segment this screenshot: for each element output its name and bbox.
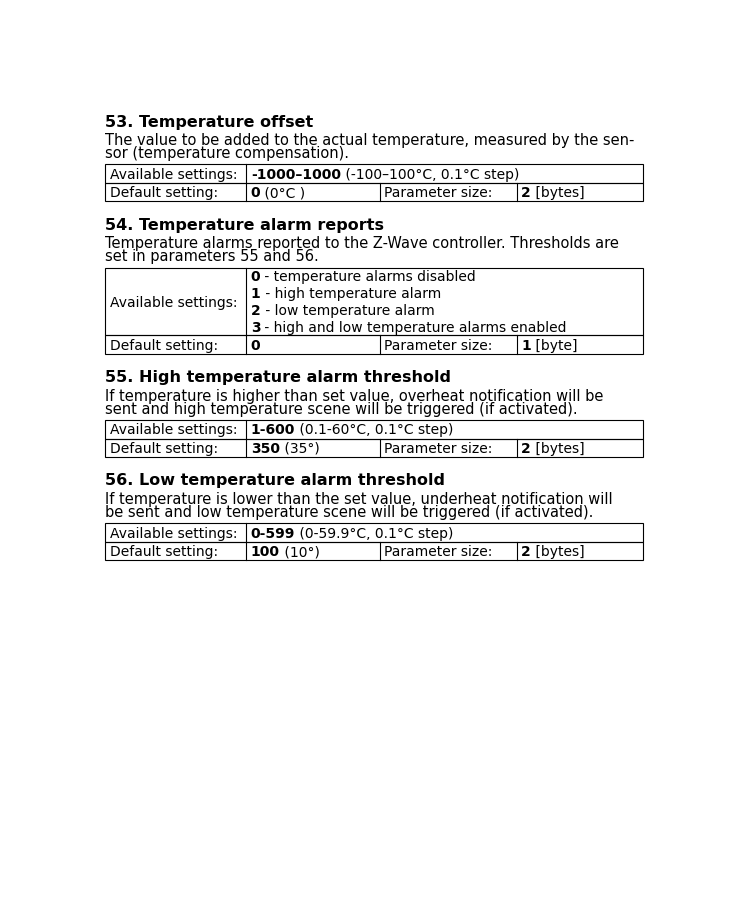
Bar	[105, 183, 643, 202]
Text: [bytes]: [bytes]	[531, 545, 585, 558]
Text: be sent and low temperature scene will be triggered (if activated).: be sent and low temperature scene will b…	[105, 505, 593, 519]
Text: set in parameters 55 and 56.: set in parameters 55 and 56.	[105, 249, 319, 264]
Text: Default setting:: Default setting:	[110, 545, 218, 558]
Bar	[105, 542, 643, 561]
Text: [bytes]: [bytes]	[531, 442, 585, 455]
Text: 56. Low temperature alarm threshold: 56. Low temperature alarm threshold	[105, 473, 445, 488]
Text: Default setting:: Default setting:	[110, 186, 218, 200]
Bar	[105, 524, 643, 542]
Text: 2: 2	[521, 186, 531, 200]
Text: 54. Temperature alarm reports: 54. Temperature alarm reports	[105, 218, 384, 233]
Text: 350: 350	[251, 442, 280, 455]
Text: (35°): (35°)	[280, 442, 320, 455]
Text: - low temperature alarm: - low temperature alarm	[261, 303, 434, 318]
Text: (0-59.9°C, 0.1°C step): (0-59.9°C, 0.1°C step)	[295, 526, 453, 540]
Text: 2: 2	[521, 442, 531, 455]
Text: - temperature alarms disabled: - temperature alarms disabled	[261, 270, 476, 284]
Text: 1-600: 1-600	[251, 423, 295, 437]
Text: If temperature is higher than set value, overheat notification will be: If temperature is higher than set value,…	[105, 388, 604, 404]
Text: Available settings:: Available settings:	[110, 423, 237, 437]
Text: -1000–1000: -1000–1000	[251, 168, 341, 182]
Text: 0: 0	[251, 270, 261, 284]
Text: Available settings:: Available settings:	[110, 168, 237, 182]
Text: Temperature alarms reported to the Z-Wave controller. Thresholds are: Temperature alarms reported to the Z-Wav…	[105, 236, 619, 251]
Bar	[105, 268, 643, 336]
Text: (-100–100°C, 0.1°C step): (-100–100°C, 0.1°C step)	[341, 168, 519, 182]
Text: Default setting:: Default setting:	[110, 339, 218, 352]
Text: [bytes]: [bytes]	[531, 186, 585, 200]
Text: 53. Temperature offset: 53. Temperature offset	[105, 115, 313, 129]
Text: 0-599: 0-599	[251, 526, 295, 540]
Text: - high and low temperature alarms enabled: - high and low temperature alarms enable…	[261, 321, 567, 334]
Bar	[105, 421, 643, 439]
Text: If temperature is lower than the set value, underheat notification will: If temperature is lower than the set val…	[105, 491, 612, 507]
Text: Parameter size:: Parameter size:	[384, 339, 493, 352]
Bar	[105, 165, 643, 183]
Text: Parameter size:: Parameter size:	[384, 186, 493, 200]
Text: 2: 2	[521, 545, 531, 558]
Text: 55. High temperature alarm threshold: 55. High temperature alarm threshold	[105, 370, 451, 385]
Text: (0.1-60°C, 0.1°C step): (0.1-60°C, 0.1°C step)	[295, 423, 453, 437]
Text: 100: 100	[251, 545, 280, 558]
Text: - high temperature alarm: - high temperature alarm	[261, 287, 441, 301]
Text: 1: 1	[521, 339, 531, 352]
Text: 3: 3	[251, 321, 261, 334]
Bar	[105, 336, 643, 355]
Text: The value to be added to the actual temperature, measured by the sen-: The value to be added to the actual temp…	[105, 133, 634, 148]
Bar	[105, 439, 643, 458]
Text: 1: 1	[251, 287, 261, 301]
Text: sent and high temperature scene will be triggered (if activated).: sent and high temperature scene will be …	[105, 402, 578, 416]
Text: sor (temperature compensation).: sor (temperature compensation).	[105, 146, 349, 161]
Text: Available settings:: Available settings:	[110, 526, 237, 540]
Text: Parameter size:: Parameter size:	[384, 545, 493, 558]
Text: Available settings:: Available settings:	[110, 295, 237, 309]
Text: 0: 0	[251, 186, 261, 200]
Text: Parameter size:: Parameter size:	[384, 442, 493, 455]
Text: 2: 2	[251, 303, 261, 318]
Text: [byte]: [byte]	[531, 339, 577, 352]
Text: 0: 0	[251, 339, 261, 352]
Text: (10°): (10°)	[280, 545, 320, 558]
Text: (0°C ): (0°C )	[261, 186, 306, 200]
Text: Default setting:: Default setting:	[110, 442, 218, 455]
